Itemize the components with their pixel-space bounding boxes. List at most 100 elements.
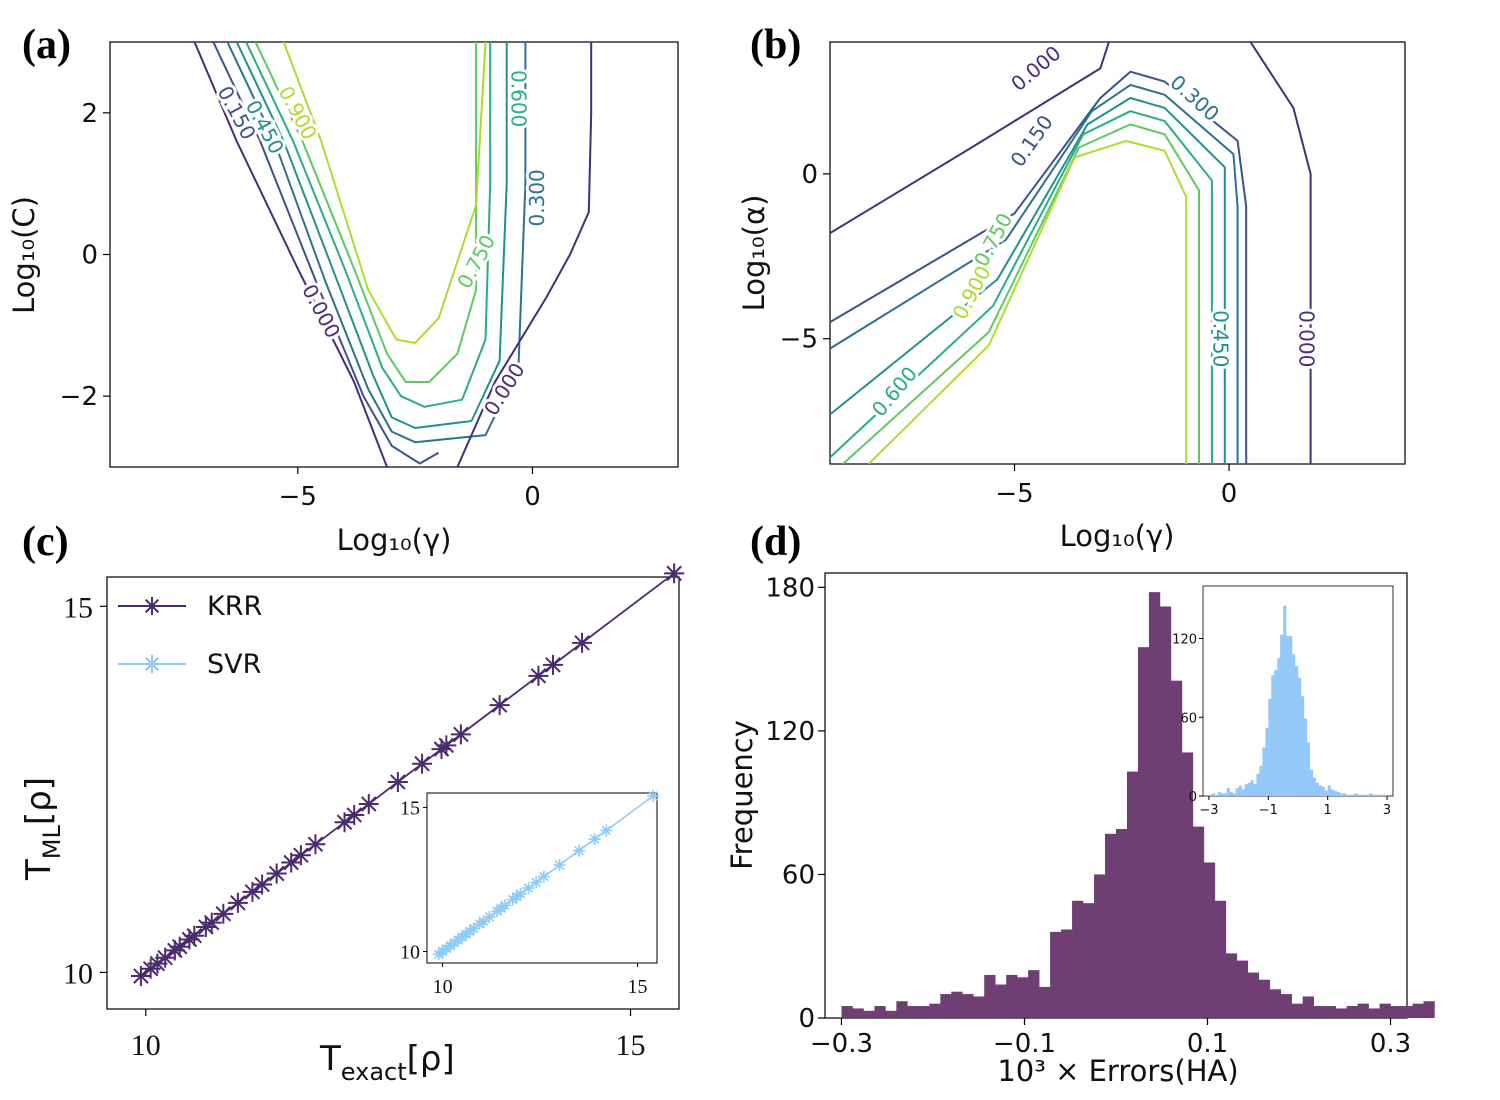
histogram-bar	[1346, 1006, 1358, 1018]
histogram-bar	[1313, 1006, 1325, 1018]
inset-histogram-bar	[1366, 794, 1370, 796]
histogram-bar	[1412, 1003, 1424, 1018]
inset-histogram-bar	[1372, 794, 1376, 796]
krr-point-stroke	[157, 949, 173, 966]
inset-histogram-bar	[1232, 793, 1236, 796]
histogram-bar	[1357, 1003, 1369, 1018]
krr-point-stroke	[545, 657, 561, 673]
krr-point-stroke	[574, 635, 590, 651]
x-axis-label-d: 10³ × Errors(HA)	[997, 1054, 1238, 1088]
histogram-bar	[1028, 970, 1040, 1018]
inset-histogram-bar	[1292, 654, 1296, 796]
histogram-bar	[995, 984, 1007, 1018]
krr-point	[572, 632, 593, 653]
contour-line-0.000	[830, 42, 1110, 235]
histogram-bar	[1291, 1003, 1303, 1018]
x-tick-label-d: −0.3	[810, 1029, 873, 1059]
contour-line-0.000	[193, 42, 388, 467]
inset-x-tick-label-d: −3	[1199, 803, 1218, 818]
histogram-bar	[1192, 826, 1205, 1018]
x-axis-label-c-tail: [ρ]	[407, 1039, 455, 1079]
krr-point	[489, 695, 510, 716]
krr-point-stroke	[491, 697, 508, 713]
inset-histogram-bar	[1339, 793, 1343, 796]
inset-histogram-bar	[1265, 727, 1269, 796]
inset-histogram-bar	[1309, 769, 1314, 796]
histogram-bar	[962, 994, 974, 1018]
inset-histogram-bar	[1217, 792, 1222, 796]
inset-histogram-bar	[1286, 635, 1290, 796]
krr-point	[281, 852, 302, 873]
krr-point-stroke	[244, 884, 261, 900]
inset-histogram-bar	[1333, 790, 1337, 796]
histogram-bar	[1236, 960, 1249, 1018]
svr-point	[588, 833, 601, 846]
histogram-bar	[1247, 972, 1260, 1018]
histogram-bar	[1094, 874, 1106, 1018]
histogram-plot-d: −0.3 −0.1 0.1 0.3 0 60 120 180 −3 −1 1 3 0 60 120 10³…	[725, 572, 1435, 1088]
y-tick-label-d: 180	[765, 573, 815, 603]
histogram-bar	[1203, 862, 1216, 1018]
histogram-bar	[896, 1001, 908, 1018]
inset-histogram-bar	[1229, 792, 1233, 796]
contour-label-0.000: 0.000	[1006, 41, 1065, 96]
krr-point	[266, 863, 287, 884]
y-tick-label-a: 0	[81, 241, 98, 271]
histogram-bar	[1050, 931, 1062, 1018]
krr-point	[184, 925, 205, 946]
svr-point-stroke	[601, 825, 612, 836]
svr-point-stroke	[523, 883, 534, 893]
histogram-bar	[1181, 752, 1194, 1018]
y-axis-label-c-sub: ML	[38, 825, 66, 860]
inset-histogram-bar	[1351, 794, 1355, 796]
contour-line-0.900	[282, 42, 487, 344]
panel-label-c: (c)	[22, 519, 69, 565]
svr-point-stroke	[484, 912, 495, 922]
inset-histogram-bar	[1348, 794, 1352, 796]
contour-line-outer-0.000	[456, 42, 593, 467]
contour-plot-a: 0.1500.4500.9000.0000.7500.6000.3000.000…	[7, 41, 679, 557]
histogram-bar	[1126, 771, 1139, 1018]
contour-line-0.600	[245, 42, 492, 408]
histogram-bar	[951, 991, 963, 1018]
krr-point-stroke	[133, 968, 149, 984]
svr-point-stroke	[539, 871, 549, 882]
inset-histogram-bar	[1360, 794, 1364, 796]
krr-point	[305, 834, 326, 855]
krr-point	[344, 804, 365, 825]
krr-point	[201, 912, 222, 933]
contour-line-0.150	[830, 70, 1248, 464]
plot-frame-a	[109, 41, 679, 468]
inset-y-tick-label-c: 10	[400, 941, 420, 963]
krr-point-stroke	[414, 755, 430, 772]
inset-histogram-bar	[1223, 793, 1227, 796]
x-axis-label-c-sub: exact	[341, 1058, 407, 1086]
histogram-bar	[1039, 986, 1051, 1018]
histogram-bar	[1017, 977, 1029, 1018]
legend-star-krr-stroke	[144, 598, 160, 614]
histogram-bar	[1335, 1008, 1347, 1018]
krr-point-stroke	[453, 726, 469, 743]
krr-point	[542, 654, 563, 675]
inset-histogram-bar	[1241, 789, 1245, 796]
x-tick-label-b: −5	[995, 479, 1033, 509]
plot-frame-c	[106, 576, 680, 1010]
histogram-bar	[940, 994, 952, 1018]
y-axis-label-b: Log₁₀(α)	[737, 195, 771, 312]
y-axis-label-c: TML[ρ]	[19, 777, 66, 881]
krr-point-stroke	[438, 737, 455, 754]
histogram-bar	[929, 1003, 941, 1018]
histogram-bar	[1006, 974, 1018, 1018]
inset-histogram-bar	[1312, 777, 1317, 796]
contour-label-0.300: 0.300	[525, 169, 549, 226]
histogram-bar	[1269, 989, 1282, 1018]
contour-line-0.300	[226, 42, 527, 444]
y-tick-label-a: −2	[60, 382, 98, 412]
x-tick-label-d: −0.1	[993, 1029, 1056, 1059]
histogram-bar	[1280, 994, 1292, 1018]
inset-histogram-bar	[1336, 792, 1340, 796]
histogram-bar	[1379, 1003, 1391, 1018]
